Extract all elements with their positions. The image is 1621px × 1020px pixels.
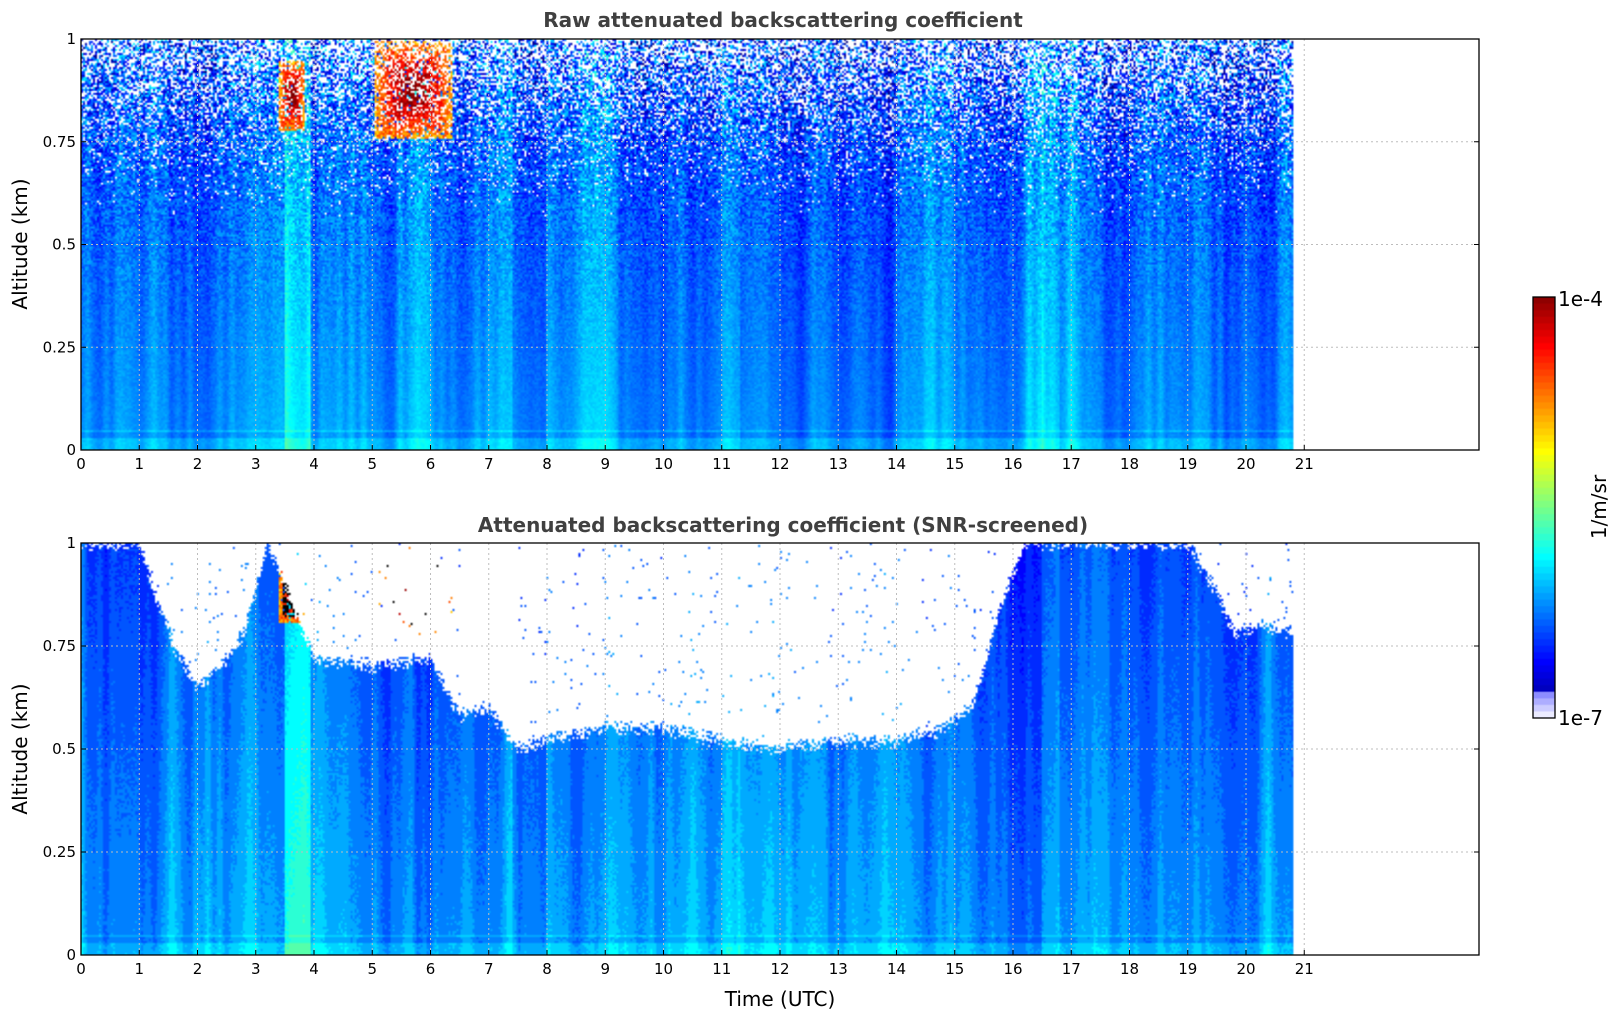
x-tick-label: 3 xyxy=(251,960,261,978)
chart-title: Attenuated backscattering coefficient (S… xyxy=(478,513,1088,537)
x-tick-label: 13 xyxy=(829,455,848,473)
x-tick-label: 5 xyxy=(367,960,377,978)
x-tick-label: 6 xyxy=(426,455,436,473)
x-tick-label: 15 xyxy=(945,455,964,473)
y-tick-label: 0.25 xyxy=(43,843,76,861)
x-tick-label: 0 xyxy=(76,455,86,473)
x-tick-label: 8 xyxy=(542,455,552,473)
x-tick-label: 0 xyxy=(76,960,86,978)
colorbar-frame xyxy=(1532,296,1556,719)
x-tick-label: 11 xyxy=(712,455,731,473)
x-tick-label: 19 xyxy=(1178,960,1197,978)
x-tick-label: 10 xyxy=(654,960,673,978)
x-tick-label: 10 xyxy=(654,455,673,473)
x-tick-label: 7 xyxy=(484,455,494,473)
raw-backscatter-panel: Raw attenuated backscattering coefficien… xyxy=(8,8,1480,473)
y-axis-label: Altitude (km) xyxy=(8,178,32,309)
x-tick-label: 14 xyxy=(887,455,906,473)
y-tick-label: 0.75 xyxy=(43,637,76,655)
x-tick-label: 6 xyxy=(426,960,436,978)
x-tick-label: 17 xyxy=(1062,455,1081,473)
x-tick-label: 18 xyxy=(1120,455,1139,473)
x-tick-label: 2 xyxy=(193,455,203,473)
x-tick-label: 1 xyxy=(134,455,144,473)
x-axis-label: Time (UTC) xyxy=(724,987,836,1011)
grid xyxy=(81,543,1479,955)
x-tick-label: 1 xyxy=(134,960,144,978)
y-tick-label: 0.25 xyxy=(43,338,76,356)
screened-backscatter-panel: Attenuated backscattering coefficient (S… xyxy=(8,513,1480,1011)
x-tick-label: 15 xyxy=(945,960,964,978)
colorbar: 1e-4 1e-7 1/m/sr xyxy=(1532,287,1611,730)
x-tick-label: 17 xyxy=(1062,960,1081,978)
x-tick-label: 9 xyxy=(600,455,610,473)
x-tick-label: 4 xyxy=(309,455,319,473)
x-tick-label: 5 xyxy=(367,455,377,473)
x-tick-label: 21 xyxy=(1295,455,1314,473)
x-tick-label: 13 xyxy=(829,960,848,978)
y-tick-label: 0.75 xyxy=(43,133,76,151)
chart-title: Raw attenuated backscattering coefficien… xyxy=(543,8,1023,32)
x-tick-label: 20 xyxy=(1236,960,1255,978)
x-tick-label: 9 xyxy=(600,960,610,978)
x-tick-label: 14 xyxy=(887,960,906,978)
x-tick-label: 16 xyxy=(1003,455,1022,473)
colorbar-min-label: 1e-7 xyxy=(1558,706,1603,730)
x-tick-label: 12 xyxy=(770,455,789,473)
x-tick-label: 8 xyxy=(542,960,552,978)
x-tick-label: 12 xyxy=(770,960,789,978)
colorbar-unit-label: 1/m/sr xyxy=(1587,474,1611,539)
x-tick-label: 18 xyxy=(1120,960,1139,978)
x-tick-label: 21 xyxy=(1295,960,1314,978)
y-tick-label: 1 xyxy=(66,30,76,48)
colorbar-max-label: 1e-4 xyxy=(1558,287,1603,311)
y-tick-label: 0 xyxy=(66,946,76,964)
y-axis-label: Altitude (km) xyxy=(8,683,32,814)
axis-ticks: 0 1 2 3 4 5 6 7 8 9 10 11 12 13 14 15 16 17 18 19 20 2100.250… xyxy=(43,534,1479,978)
y-tick-label: 1 xyxy=(66,534,76,552)
grid xyxy=(81,39,1479,450)
x-tick-label: 19 xyxy=(1178,455,1197,473)
y-tick-label: 0.5 xyxy=(52,740,76,758)
colorbar-gradient xyxy=(1533,297,1555,718)
y-tick-label: 0 xyxy=(66,441,76,459)
x-tick-label: 7 xyxy=(484,960,494,978)
x-tick-label: 2 xyxy=(193,960,203,978)
x-tick-label: 4 xyxy=(309,960,319,978)
x-tick-label: 16 xyxy=(1003,960,1022,978)
x-tick-label: 20 xyxy=(1236,455,1255,473)
y-tick-label: 0.5 xyxy=(52,236,76,254)
x-tick-label: 11 xyxy=(712,960,731,978)
x-tick-label: 3 xyxy=(251,455,261,473)
axis-ticks: 0 1 2 3 4 5 6 7 8 9 10 11 12 13 14 15 16 17 18 19 20 2100.250… xyxy=(43,30,1479,473)
